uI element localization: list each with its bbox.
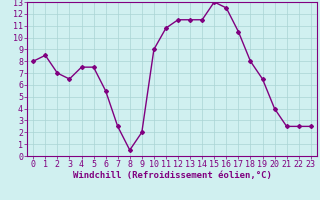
- X-axis label: Windchill (Refroidissement éolien,°C): Windchill (Refroidissement éolien,°C): [73, 171, 271, 180]
